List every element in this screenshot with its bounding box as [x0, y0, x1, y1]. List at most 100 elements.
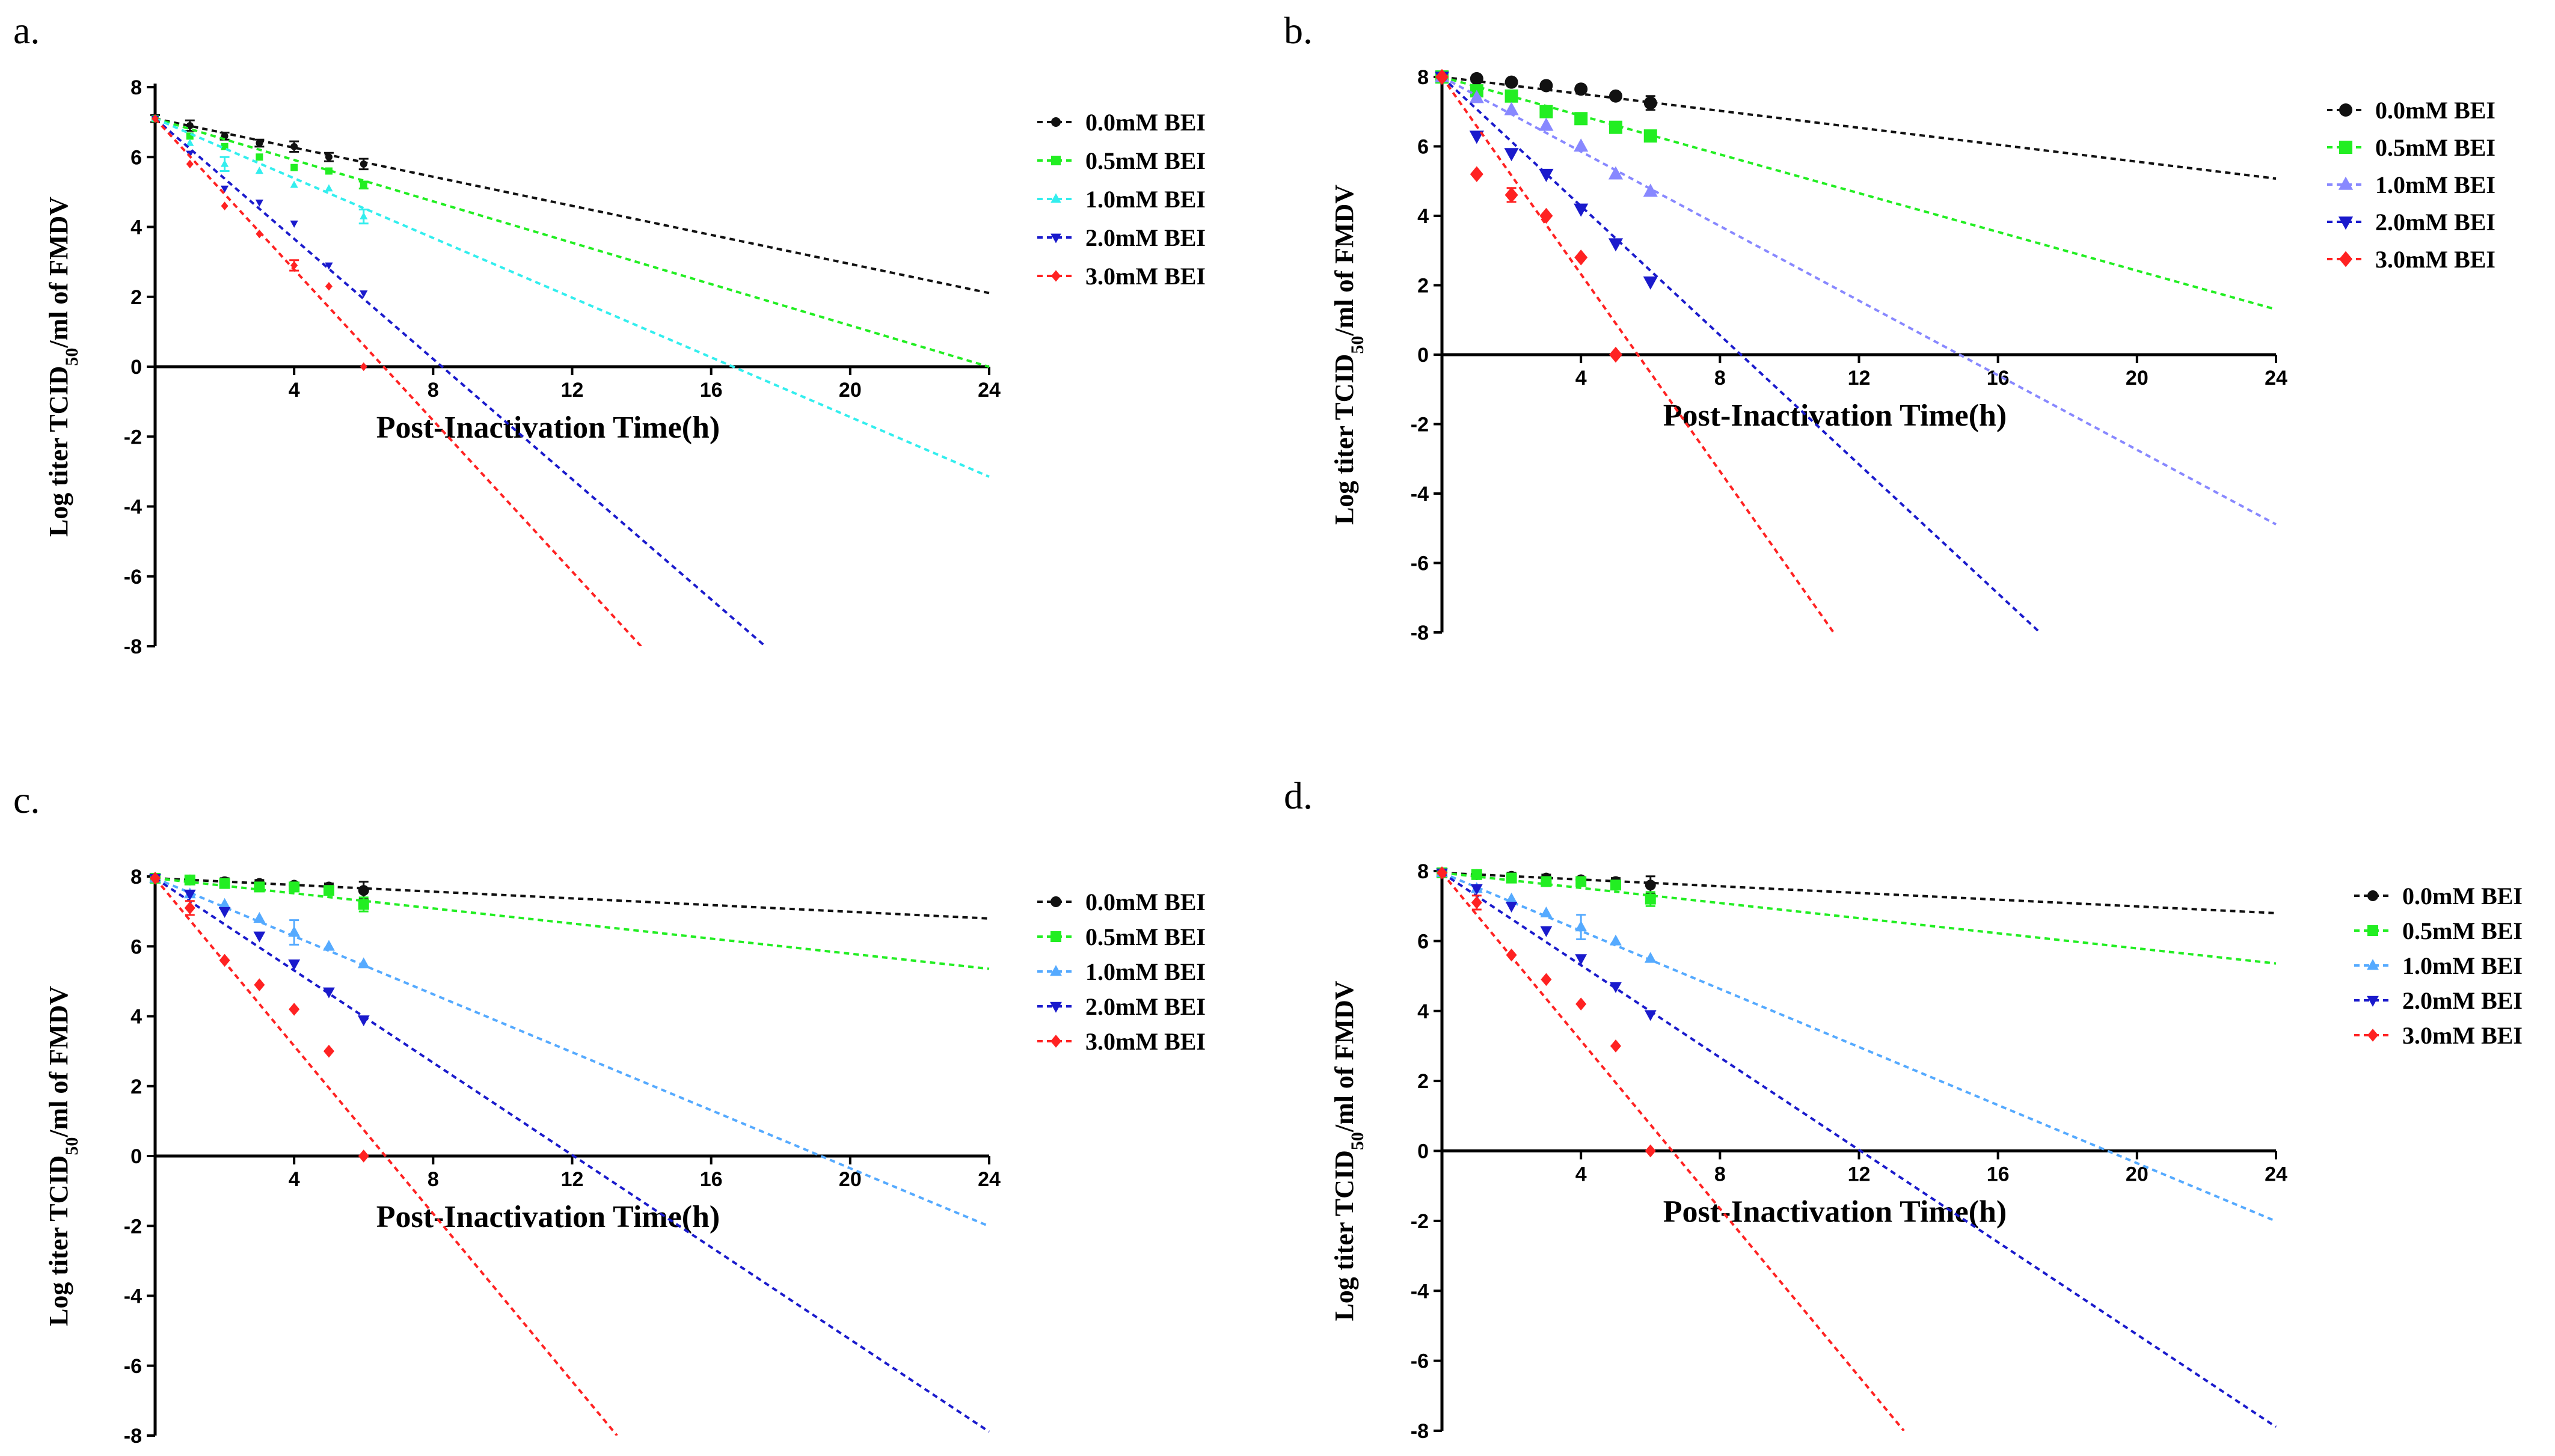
- data-point: [1470, 166, 1483, 182]
- legend-entry: 0.5mM BEI: [2354, 917, 2523, 944]
- x-tick-label: 24: [978, 379, 1001, 402]
- legend-label: 0.0mM BEI: [2402, 882, 2523, 910]
- data-point: [1469, 90, 1484, 103]
- data-point: [1471, 896, 1482, 910]
- x-tick-label: 16: [1987, 1163, 2010, 1186]
- data-point: [325, 184, 333, 192]
- legend-label: 0.5mM BEI: [1085, 147, 1206, 174]
- legend-marker: [2339, 141, 2352, 154]
- data-point: [358, 899, 369, 910]
- series-4: [1436, 868, 2277, 1428]
- data-point: [1470, 72, 1483, 85]
- data-point: [288, 926, 301, 937]
- data-point: [253, 931, 266, 943]
- data-point: [357, 957, 370, 968]
- data-point: [1574, 112, 1588, 126]
- data-point: [1644, 952, 1657, 963]
- fit-line: [1442, 76, 1835, 632]
- y-tick-label: 6: [130, 146, 142, 169]
- legend-marker: [2339, 251, 2352, 268]
- data-point: [1504, 148, 1519, 162]
- series-3: [151, 114, 990, 478]
- series-2: [1435, 70, 2277, 311]
- data-point: [1574, 203, 1589, 217]
- data-point: [186, 138, 194, 146]
- data-point: [254, 978, 265, 991]
- data-point: [1539, 168, 1554, 182]
- data-point: [1539, 79, 1553, 93]
- legend-marker: [2367, 925, 2378, 936]
- x-tick-label: 8: [1714, 1163, 1726, 1186]
- x-tick-label: 8: [1714, 367, 1726, 390]
- legend-entry: 3.0mM BEI: [2354, 1022, 2523, 1049]
- data-point: [1643, 183, 1658, 197]
- legend-entry: 1.0mM BEI: [2354, 952, 2523, 979]
- y-tick-label: 2: [1417, 275, 1429, 298]
- data-point: [1643, 96, 1657, 110]
- legend-label: 0.0mM BEI: [1085, 109, 1206, 136]
- data-point: [1541, 973, 1552, 986]
- y-axis-title-rest: /ml of FMDV: [1330, 185, 1359, 337]
- legend-marker: [1051, 233, 1061, 243]
- y-tick-label: 0: [130, 356, 142, 379]
- data-point: [360, 181, 367, 189]
- legend-marker: [1051, 896, 1061, 907]
- y-tick-label: 0: [1417, 344, 1429, 367]
- legend-marker: [1051, 931, 1061, 942]
- fit-line: [155, 877, 990, 1433]
- data-point: [289, 1003, 300, 1016]
- data-point: [1470, 884, 1483, 895]
- fit-line: [1442, 871, 2277, 965]
- data-point: [1504, 187, 1518, 203]
- data-point: [255, 200, 263, 207]
- series-2: [152, 115, 990, 369]
- x-tick-label: 16: [700, 379, 723, 402]
- y-axis-title-main: Log titer TCID: [44, 1155, 73, 1326]
- fit-line: [1442, 76, 2277, 180]
- data-point: [1608, 238, 1624, 252]
- data-point: [1610, 982, 1622, 993]
- legend-label: 0.0mM BEI: [1085, 889, 1206, 916]
- fit-line: [155, 117, 990, 369]
- data-point: [1610, 934, 1622, 946]
- y-tick-label: 2: [130, 1075, 142, 1098]
- legend-marker: [2367, 890, 2378, 901]
- y-axis-title-rest: /ml of FMDV: [44, 197, 73, 349]
- legend-entry: 0.0mM BEI: [1037, 889, 1206, 916]
- data-point: [1540, 907, 1553, 918]
- y-tick-label: -6: [1411, 1350, 1429, 1373]
- data-point: [183, 889, 196, 901]
- data-point: [1575, 954, 1587, 965]
- series-2: [1437, 867, 2277, 965]
- series-1: [1437, 867, 2277, 914]
- data-point: [1505, 901, 1518, 913]
- data-point: [1610, 879, 1621, 891]
- legend-label: 1.0mM BEI: [2375, 171, 2495, 198]
- data-point: [290, 164, 298, 171]
- legend-marker: [1051, 156, 1061, 165]
- data-point: [1643, 129, 1657, 143]
- fit-line: [1442, 872, 2277, 1428]
- y-axis-title-subscript: 50: [62, 1137, 82, 1155]
- y-tick-label: -2: [1411, 414, 1429, 436]
- data-point: [1574, 82, 1588, 96]
- data-point: [1504, 102, 1519, 115]
- y-tick-label: 0: [130, 1145, 142, 1168]
- fit-line: [1442, 871, 2277, 914]
- x-axis-title: Post-Inactivation Time(h): [376, 1200, 720, 1234]
- data-point: [323, 885, 334, 896]
- x-tick-label: 16: [1987, 367, 2010, 390]
- data-point: [289, 881, 300, 893]
- legend-label: 0.0mM BEI: [2375, 97, 2495, 124]
- data-point: [1575, 876, 1587, 887]
- legend-marker: [1050, 965, 1062, 976]
- data-point: [1506, 872, 1517, 884]
- legend-label: 3.0mM BEI: [1085, 263, 1206, 290]
- legend-entry: 0.5mM BEI: [1037, 147, 1206, 174]
- legend-label: 1.0mM BEI: [2402, 952, 2523, 979]
- legend-entry: 2.0mM BEI: [2354, 987, 2523, 1014]
- y-tick-label: 4: [130, 1006, 142, 1029]
- x-tick-label: 24: [978, 1168, 1001, 1191]
- legend-marker: [1051, 193, 1061, 203]
